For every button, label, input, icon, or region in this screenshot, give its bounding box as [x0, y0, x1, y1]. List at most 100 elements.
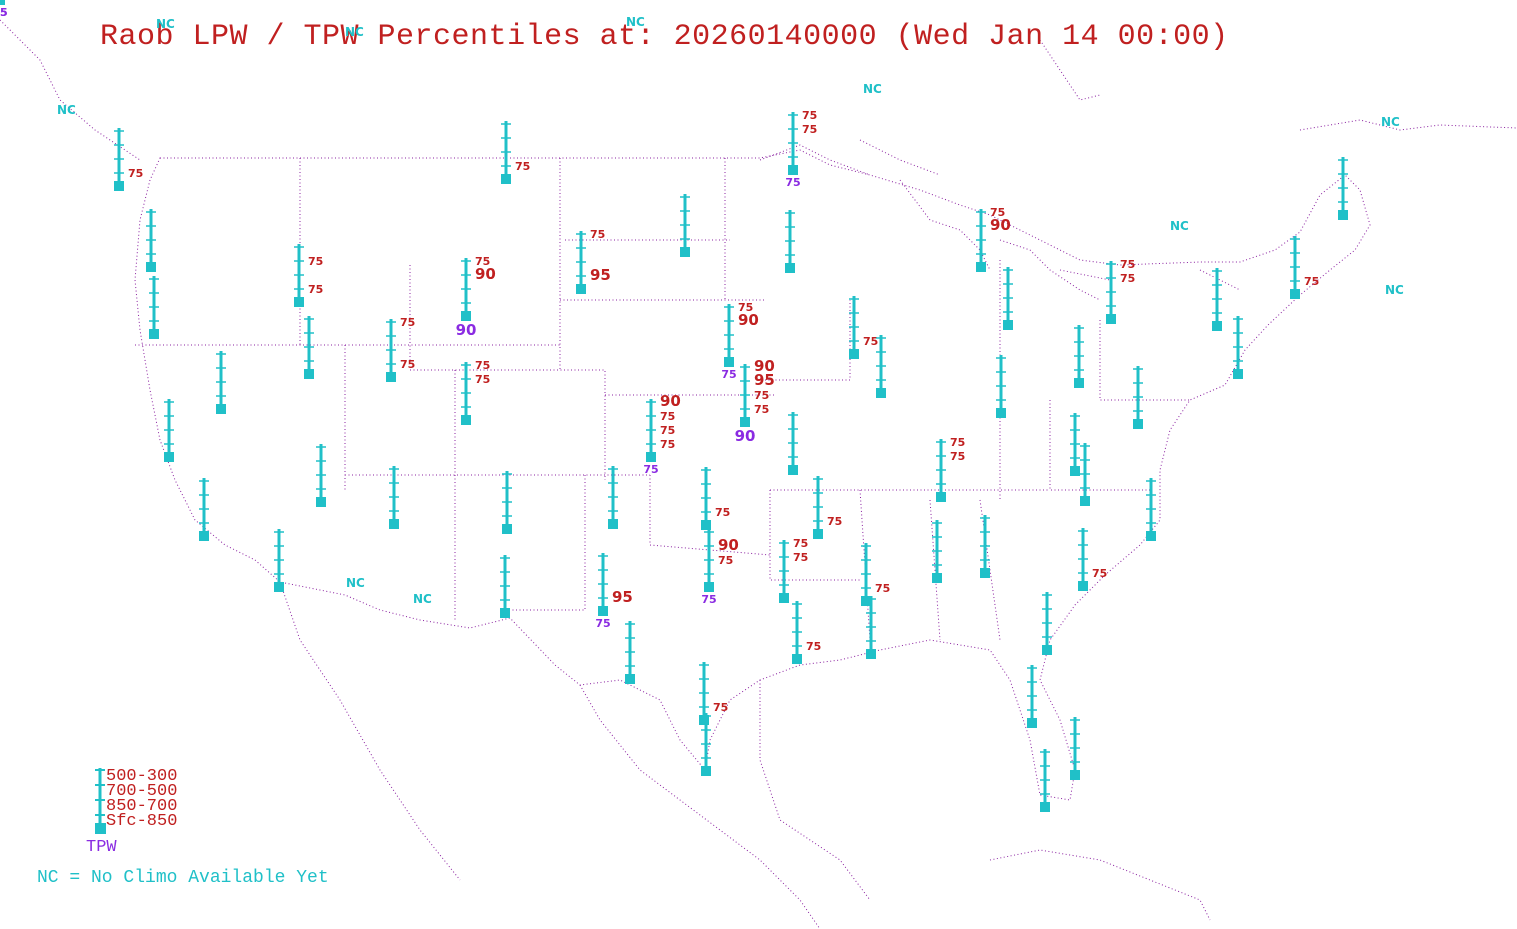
- station-12: 75: [501, 121, 530, 184]
- layer-percentile-label: 75: [660, 410, 675, 423]
- station-tpw-marker: [704, 582, 714, 592]
- mexico-coast: [279, 581, 871, 929]
- tpw-percentile-label: 75: [595, 617, 610, 630]
- tpw-percentile-label: 75: [701, 593, 716, 606]
- layer-percentile-label: 75: [308, 283, 323, 296]
- layer-percentile-label: 75: [990, 206, 1005, 219]
- station-20: [625, 621, 635, 684]
- station-tpw-marker: [813, 529, 823, 539]
- nc-marker: NC: [57, 103, 76, 117]
- station-tpw-marker: [1078, 581, 1088, 591]
- station-tpw-marker: [740, 417, 750, 427]
- station-tpw-marker: [699, 715, 709, 725]
- station-tpw-marker: [1338, 210, 1348, 220]
- nc-marker: NC: [1170, 219, 1189, 233]
- station-16: [502, 471, 512, 534]
- station-tpw-marker: [1040, 802, 1050, 812]
- station-tpw-marker: [389, 519, 399, 529]
- station-tpw-marker: [114, 181, 124, 191]
- station-tpw-marker: [146, 262, 156, 272]
- station-40: [932, 520, 942, 583]
- layer-percentile-label: 75: [754, 389, 769, 402]
- station-tpw-marker: [500, 608, 510, 618]
- nc-marker: NC: [626, 15, 645, 29]
- station-4: [199, 478, 209, 541]
- station-48: [1070, 413, 1080, 476]
- station-7: 75 75: [294, 244, 323, 307]
- tpw-percentile-label: 75: [643, 463, 658, 476]
- station-6: [216, 351, 226, 414]
- tpw-percentile-label: 75: [0, 6, 8, 19]
- station-tpw-marker: [1233, 369, 1243, 379]
- station-56: [1212, 268, 1222, 331]
- layer-percentile-label: 75: [738, 301, 753, 314]
- station-tpw-marker: [1074, 378, 1084, 388]
- station-tpw-marker: [932, 573, 942, 583]
- station-tpw-marker: [788, 465, 798, 475]
- station-11: [389, 466, 399, 529]
- station-37: 75: [861, 543, 890, 606]
- nc-marker: NC: [1381, 115, 1400, 129]
- station-17: [500, 555, 510, 618]
- legend-station-icon: [95, 768, 106, 834]
- layer-percentile-label: 75: [475, 373, 490, 386]
- legend-nc-note: NC = No Climo Available Yet: [37, 868, 329, 888]
- station-tpw-marker: [304, 369, 314, 379]
- legend-layer-850-700: 850-700: [106, 797, 178, 816]
- layer-percentile-label: 75: [1304, 275, 1319, 288]
- layer-percentile-label: 75: [475, 359, 490, 372]
- station-tpw-marker: [576, 284, 586, 294]
- layer-percentile-label: 75: [1120, 258, 1135, 271]
- station-tpw-marker: [976, 262, 986, 272]
- station-0: 75: [114, 128, 143, 191]
- layer-percentile-label: 90: [660, 392, 681, 410]
- station-tpw-marker: [274, 582, 284, 592]
- layer-percentile-label: 90: [718, 536, 739, 554]
- station-tpw-marker: [294, 297, 304, 307]
- layer-percentile-label: 75: [308, 255, 323, 268]
- tpw-percentile-label: 75: [721, 368, 736, 381]
- layer-percentile-label: 75: [400, 316, 415, 329]
- station-43: [1003, 267, 1013, 330]
- layer-percentile-label: 75: [400, 358, 415, 371]
- station-23: [785, 210, 795, 273]
- station-55: [1040, 749, 1050, 812]
- state-lines: [135, 158, 1241, 641]
- station-tpw-marker: [779, 593, 789, 603]
- station-27: 75: [699, 662, 728, 725]
- station-tpw-marker: [0, 0, 5, 5]
- station-tpw-marker: [461, 415, 471, 425]
- station-57: [1233, 316, 1243, 379]
- station-tpw-marker: [461, 311, 471, 321]
- station-tpw-marker: [608, 519, 618, 529]
- layer-percentile-label: 75: [950, 436, 965, 449]
- station-33: 75: [849, 296, 878, 359]
- cuba: [989, 849, 1211, 921]
- station-tpw-marker: [701, 766, 711, 776]
- station-tpw-marker: [1133, 419, 1143, 429]
- station-tpw-marker: [1027, 718, 1037, 728]
- station-34: [876, 335, 886, 398]
- station-tpw-marker: [316, 497, 326, 507]
- station-tpw-marker: [1290, 289, 1300, 299]
- station-tpw-marker: [1080, 496, 1090, 506]
- station-tpw-marker: [849, 349, 859, 359]
- station-3: [164, 399, 174, 462]
- station-25: 75: [701, 467, 730, 530]
- station-45: [1074, 325, 1084, 388]
- layer-percentile-label: 90: [990, 216, 1011, 234]
- station-tpw-marker: [980, 568, 990, 578]
- station-tpw-marker: [996, 408, 1006, 418]
- station-tpw-marker: [502, 524, 512, 534]
- station-31: [788, 412, 798, 475]
- layer-percentile-label: 95: [590, 266, 611, 284]
- layer-percentile-label: 75: [128, 167, 143, 180]
- station-tpw-marker: [1106, 314, 1116, 324]
- station-tpw-marker: [1070, 770, 1080, 780]
- nc-marker: NC: [863, 82, 882, 96]
- station-32: 75: [813, 476, 842, 539]
- map-boundaries: [0, 19, 1517, 929]
- layer-percentile-label: 75: [875, 582, 890, 595]
